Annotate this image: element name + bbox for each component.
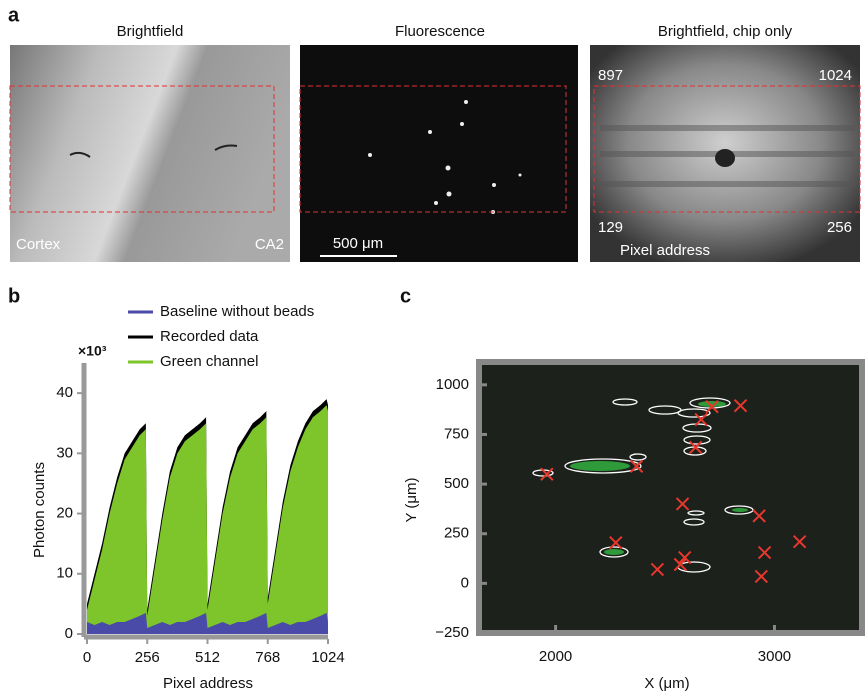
point [694, 412, 708, 427]
point [675, 497, 690, 511]
image-title: Brightfield, chip only [658, 23, 793, 40]
y-tick-label: 30 [56, 444, 73, 461]
image-title: Fluorescence [395, 23, 485, 40]
y-axis-label: Y (μm) [403, 477, 420, 522]
point [705, 399, 719, 414]
x-axis-label: Pixel address [163, 675, 253, 692]
panel-label: a [8, 4, 20, 26]
y-tick-label: 1000 [436, 376, 469, 393]
roi-box [593, 85, 861, 213]
y-tick-label: 750 [444, 425, 469, 442]
y-tick-label: 0 [461, 574, 469, 591]
pixel-label: 897 [598, 67, 623, 84]
point [688, 440, 703, 455]
pixel-label: 129 [598, 219, 623, 236]
image-title: Brightfield [117, 23, 184, 40]
x-tick-label: 256 [135, 649, 160, 666]
y-tick-label: 10 [56, 565, 73, 582]
point [752, 509, 766, 523]
x-axis-label: X (μm) [644, 675, 689, 692]
fluorescence-image [300, 45, 578, 262]
y-axis-label: Photon counts [31, 462, 48, 558]
pixel-caption: Pixel address [620, 242, 710, 259]
point [540, 467, 554, 481]
point [733, 398, 748, 413]
point [678, 550, 692, 565]
panel-label: b [8, 285, 20, 307]
y-tick-label: −250 [435, 624, 469, 641]
point [650, 562, 665, 577]
image-label: Cortex [16, 236, 61, 253]
x-tick-label: 768 [255, 649, 280, 666]
x-tick-label: 2000 [539, 648, 572, 665]
point [754, 569, 769, 584]
multiplier: ×10³ [78, 343, 107, 359]
brightfield-image [10, 45, 290, 262]
roi-box [299, 85, 567, 213]
map-background [479, 362, 862, 633]
map-frame [476, 359, 865, 636]
contours [532, 397, 754, 573]
x-tick-label: 0 [83, 649, 91, 666]
pixel-label: 1024 [819, 67, 852, 84]
chip-detail [715, 149, 735, 167]
panel-label: c [400, 285, 411, 307]
roi-box [9, 85, 275, 213]
y-tick-label: 500 [444, 475, 469, 492]
point [792, 534, 807, 549]
area [87, 405, 328, 634]
x-tick-label: 1024 [311, 649, 344, 666]
y-tick-label: 40 [56, 384, 73, 401]
x-tick-label: 512 [195, 649, 220, 666]
legend-label: Baseline without beads [160, 303, 314, 320]
point [673, 557, 688, 572]
point [629, 459, 644, 473]
pixel-label: 256 [827, 219, 852, 236]
y-tick-label: 0 [65, 625, 73, 642]
signal-blobs [570, 401, 748, 555]
x-tick-label: 3000 [758, 648, 791, 665]
image-detail [69, 144, 238, 158]
scale-bar-label: 500 μm [333, 235, 383, 252]
legend-label: Recorded data [160, 328, 259, 345]
image-label: CA2 [255, 236, 284, 253]
point [757, 545, 772, 560]
area [87, 612, 328, 634]
y-tick-label: 250 [444, 525, 469, 542]
y-tick-label: 20 [56, 505, 73, 522]
legend-label: Green channel [160, 353, 258, 370]
point [609, 535, 623, 550]
